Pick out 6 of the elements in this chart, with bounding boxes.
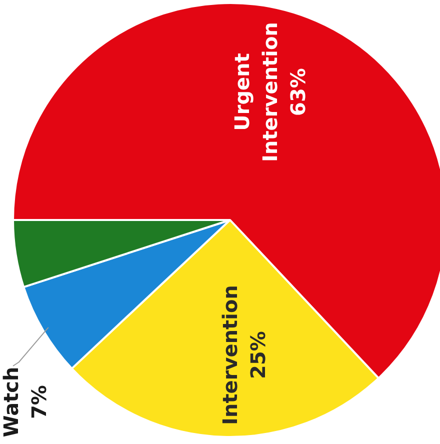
data-label: 25% [246,331,270,379]
slice-label: Urgent Intervention [230,22,282,162]
slice-label: Watch [0,366,24,438]
slice-label: Intervention [218,285,242,425]
data-label: 7% [27,385,52,419]
data-label: 63% [286,68,310,116]
